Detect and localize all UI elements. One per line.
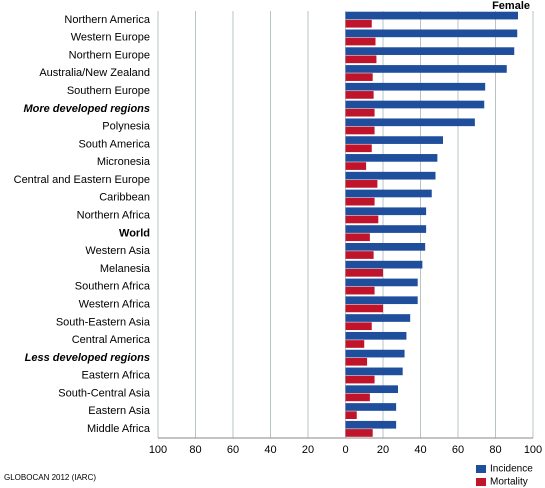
legend-label: Incidence <box>490 464 533 475</box>
y-tick-label: Less developed regions <box>25 352 150 364</box>
y-tick-label: Northern America <box>64 14 150 26</box>
bar <box>345 154 438 162</box>
x-tick-label: 0 <box>342 444 348 456</box>
y-tick-label: Western Asia <box>85 245 150 257</box>
bar <box>345 11 518 20</box>
x-tick-label: 80 <box>189 444 201 456</box>
chart-title: Female <box>492 0 530 12</box>
bar <box>345 420 397 429</box>
bar <box>345 340 365 348</box>
bar <box>345 65 507 73</box>
bar <box>345 260 423 269</box>
bar <box>345 47 515 55</box>
bar <box>345 296 418 305</box>
bar <box>345 126 375 135</box>
bar <box>345 73 373 81</box>
y-tick-label: Australia/New Zealand <box>39 67 150 79</box>
x-tick-label: 80 <box>489 444 501 456</box>
y-tick-label: World <box>119 227 150 239</box>
bar <box>345 215 379 224</box>
x-tick-label: 20 <box>377 444 389 456</box>
y-tick-label: Caribbean <box>99 192 150 204</box>
bar <box>345 207 427 216</box>
x-tick-label: 100 <box>149 444 167 456</box>
y-tick-label: South-Eastern Asia <box>56 316 151 328</box>
bar <box>345 411 357 419</box>
y-tick-label: Eastern Africa <box>82 370 151 382</box>
bar <box>345 243 426 251</box>
bar <box>345 367 403 376</box>
x-tick-label: 100 <box>524 444 542 456</box>
y-tick-label: Polynesia <box>102 121 151 133</box>
y-tick-label: Southern Africa <box>75 281 151 293</box>
bar <box>345 322 372 331</box>
bar <box>345 118 475 127</box>
bar <box>345 357 368 366</box>
source-note: GLOBOCAN 2012 (IARC) <box>4 473 96 482</box>
bar <box>345 189 432 198</box>
x-tick-label: 40 <box>264 444 276 456</box>
bar <box>345 162 367 170</box>
bar <box>345 55 377 64</box>
y-tick-label: Central and Eastern Europe <box>14 174 150 186</box>
bar <box>345 385 398 394</box>
bar <box>345 403 397 411</box>
bar <box>345 349 405 358</box>
y-tick-label: Eastern Asia <box>88 405 151 417</box>
y-tick-label: Middle Africa <box>87 423 151 435</box>
y-tick-label: Micronesia <box>97 156 151 168</box>
y-tick-label: Northern Africa <box>77 210 151 222</box>
legend-swatch <box>476 478 486 486</box>
legend-label: Mortality <box>490 477 528 488</box>
bar <box>345 171 436 180</box>
x-tick-label: 20 <box>302 444 314 456</box>
bar <box>345 268 383 277</box>
y-tick-label: Western Europe <box>71 32 150 44</box>
bar <box>345 278 418 287</box>
bar <box>345 233 370 242</box>
y-tick-label: Melanesia <box>100 263 151 275</box>
bar <box>345 108 375 117</box>
bar <box>345 19 372 28</box>
x-tick-label: 40 <box>414 444 426 456</box>
bar <box>345 180 378 188</box>
y-tick-label: More developed regions <box>23 103 150 115</box>
bar <box>345 225 427 233</box>
bar <box>345 136 443 144</box>
bar <box>345 144 372 153</box>
bar <box>345 393 370 402</box>
bar <box>345 304 383 313</box>
bar <box>345 375 375 384</box>
bar <box>345 331 407 340</box>
y-tick-label: South-Central Asia <box>58 387 151 399</box>
y-tick-label: Western Africa <box>79 298 151 310</box>
bar <box>345 91 374 99</box>
bar <box>345 251 374 259</box>
bar <box>345 286 375 295</box>
bar <box>345 197 375 206</box>
y-tick-label: Northern Europe <box>69 49 150 61</box>
bar <box>345 29 518 38</box>
y-tick-label: Central America <box>72 334 151 346</box>
y-tick-label: South America <box>78 138 150 150</box>
bar <box>345 429 373 437</box>
x-tick-label: 60 <box>452 444 464 456</box>
legend-swatch <box>476 465 486 473</box>
y-tick-label: Southern Europe <box>67 85 150 97</box>
x-tick-label: 60 <box>227 444 239 456</box>
bar <box>345 100 485 109</box>
bar <box>345 82 486 91</box>
bar <box>345 314 411 322</box>
bar <box>345 37 376 46</box>
